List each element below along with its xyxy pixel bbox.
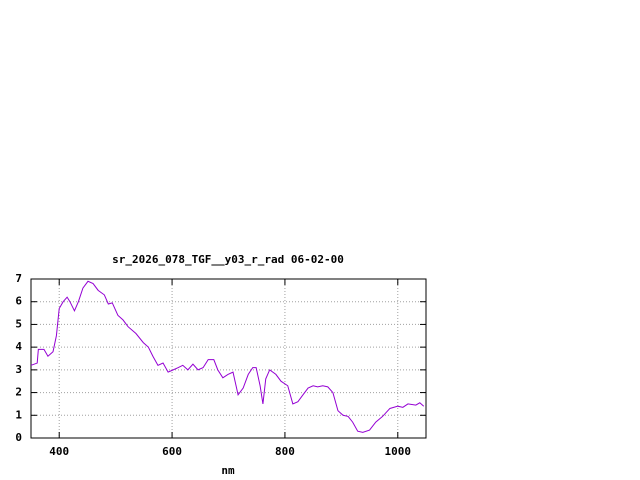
y-tick-label: 3: [15, 363, 22, 376]
x-tick-label: 800: [275, 445, 295, 458]
y-tick-label: 0: [15, 431, 22, 444]
x-axis-label: nm: [221, 464, 235, 477]
x-tick-label: 600: [162, 445, 182, 458]
y-tick-label: 4: [15, 340, 22, 353]
x-tick-label: 1000: [385, 445, 412, 458]
y-tick-label: 2: [15, 386, 22, 399]
y-tick-label: 6: [15, 295, 22, 308]
y-tick-label: 1: [15, 408, 22, 421]
y-tick-label: 7: [15, 272, 22, 285]
data-line: [30, 280, 425, 433]
y-tick-label: 5: [15, 317, 22, 330]
chart-title: sr_2026_078_TGF__y03_r_rad 06-02-00: [112, 253, 344, 266]
plot-frame: [30, 278, 427, 439]
x-tick-label: 400: [49, 445, 69, 458]
